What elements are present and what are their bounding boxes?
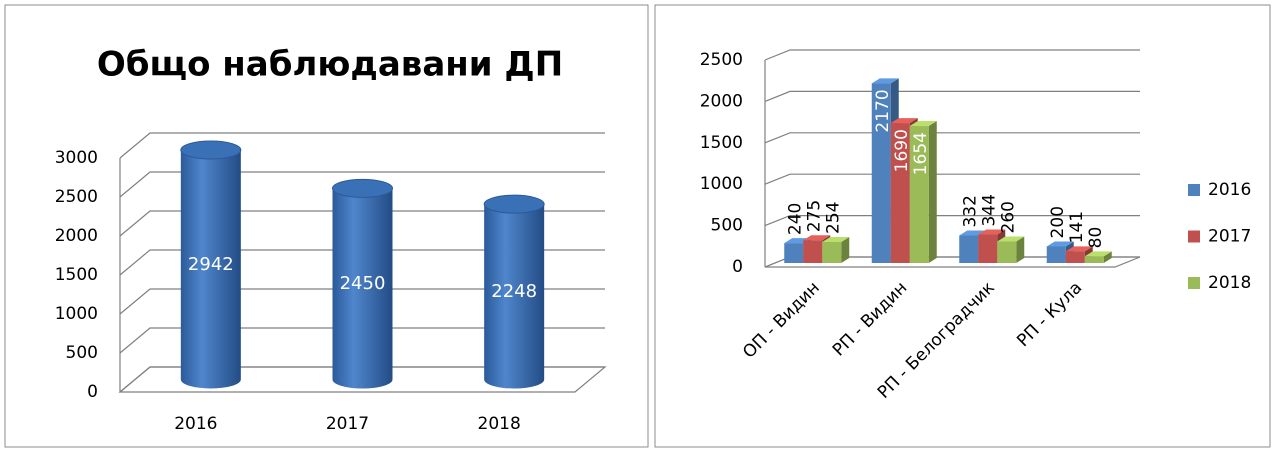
- bar-top: [1084, 251, 1112, 257]
- y-tick-label: 500: [711, 216, 743, 236]
- cylinder-top: [180, 140, 242, 160]
- y-tick-label: 1500: [700, 133, 743, 153]
- legend-label: 2016: [1208, 180, 1251, 200]
- bar: [978, 234, 998, 263]
- bar: [784, 243, 804, 263]
- value-label: 80: [1086, 227, 1106, 249]
- bar-top: [909, 121, 937, 127]
- grid-line: [119, 171, 605, 198]
- grid-line: [764, 215, 1140, 227]
- bar: [1065, 251, 1085, 263]
- value-label: 200: [1048, 206, 1068, 238]
- grid-line: [119, 327, 605, 354]
- grid-line: [764, 49, 1140, 61]
- legend-swatch: [1188, 230, 1200, 243]
- bar-side: [928, 121, 937, 263]
- bar-top: [890, 118, 918, 124]
- bar-top: [822, 236, 850, 242]
- y-tick-label: 0: [732, 257, 743, 277]
- bar-top: [803, 235, 831, 241]
- legend-swatch: [1188, 277, 1200, 289]
- bar-top: [871, 78, 899, 84]
- bar-top: [978, 229, 1006, 235]
- bar-top: [1046, 241, 1074, 247]
- y-tick-label: 2000: [55, 226, 98, 246]
- legend-label: 2018: [1208, 273, 1251, 293]
- bar: [871, 83, 891, 263]
- y-tick-label: 1000: [55, 304, 98, 324]
- grid-line: [119, 366, 605, 393]
- bar-side: [1016, 236, 1025, 263]
- bar: [959, 235, 979, 263]
- grid-line: [119, 210, 605, 237]
- value-label: 2450: [340, 273, 386, 294]
- value-label: 254: [824, 202, 844, 234]
- y-tick-label: 1500: [55, 265, 98, 285]
- value-label: 344: [980, 194, 1000, 226]
- grid-line: [764, 90, 1140, 102]
- bar: [1046, 246, 1066, 263]
- value-label: 260: [999, 201, 1019, 233]
- legend-swatch: [1188, 184, 1200, 196]
- y-tick-label: 1000: [700, 174, 743, 194]
- x-tick-label: 2018: [478, 414, 521, 434]
- y-tick-label: 2500: [55, 187, 98, 207]
- value-label: 2248: [491, 281, 537, 302]
- cylinder: [180, 150, 241, 389]
- legend-label: 2017: [1208, 227, 1251, 247]
- bar-side: [1103, 251, 1112, 263]
- cylinder: [484, 204, 545, 389]
- grid-line: [764, 173, 1140, 185]
- y-tick-label: 2000: [700, 91, 743, 111]
- cylinder-top: [332, 178, 393, 198]
- y-tick-label: 500: [66, 343, 98, 363]
- bar-top: [997, 236, 1025, 242]
- value-label: 1654: [911, 132, 931, 175]
- y-tick-label: 2500: [700, 50, 743, 70]
- bar: [909, 126, 929, 263]
- y-tick-label: 3000: [55, 148, 98, 168]
- right-panel: [654, 4, 1271, 448]
- grid-line: [764, 132, 1140, 144]
- grid-line: [119, 249, 605, 276]
- bar: [803, 240, 823, 263]
- bar: [997, 241, 1017, 263]
- chart-title: Общо наблюдавани ДП: [97, 45, 563, 85]
- bar-side: [841, 236, 850, 263]
- x-tick-label: 2016: [174, 414, 217, 434]
- grid-line: [119, 132, 605, 159]
- value-label: 275: [805, 200, 825, 232]
- bar: [822, 241, 842, 263]
- bar: [890, 123, 910, 264]
- cylinder-top: [483, 194, 545, 214]
- bar-top: [1065, 246, 1093, 252]
- y-tick-label: 0: [87, 382, 98, 402]
- value-label: 2942: [188, 254, 234, 275]
- value-label: 141: [1067, 211, 1087, 243]
- value-label: 1690: [892, 129, 912, 172]
- x-tick-label: 2017: [326, 414, 369, 434]
- cylinder: [332, 188, 393, 389]
- value-label: 240: [786, 203, 806, 235]
- value-label: 332: [961, 195, 981, 227]
- grid-line: [119, 288, 605, 315]
- value-label: 2170: [873, 89, 893, 132]
- bar: [1084, 256, 1104, 263]
